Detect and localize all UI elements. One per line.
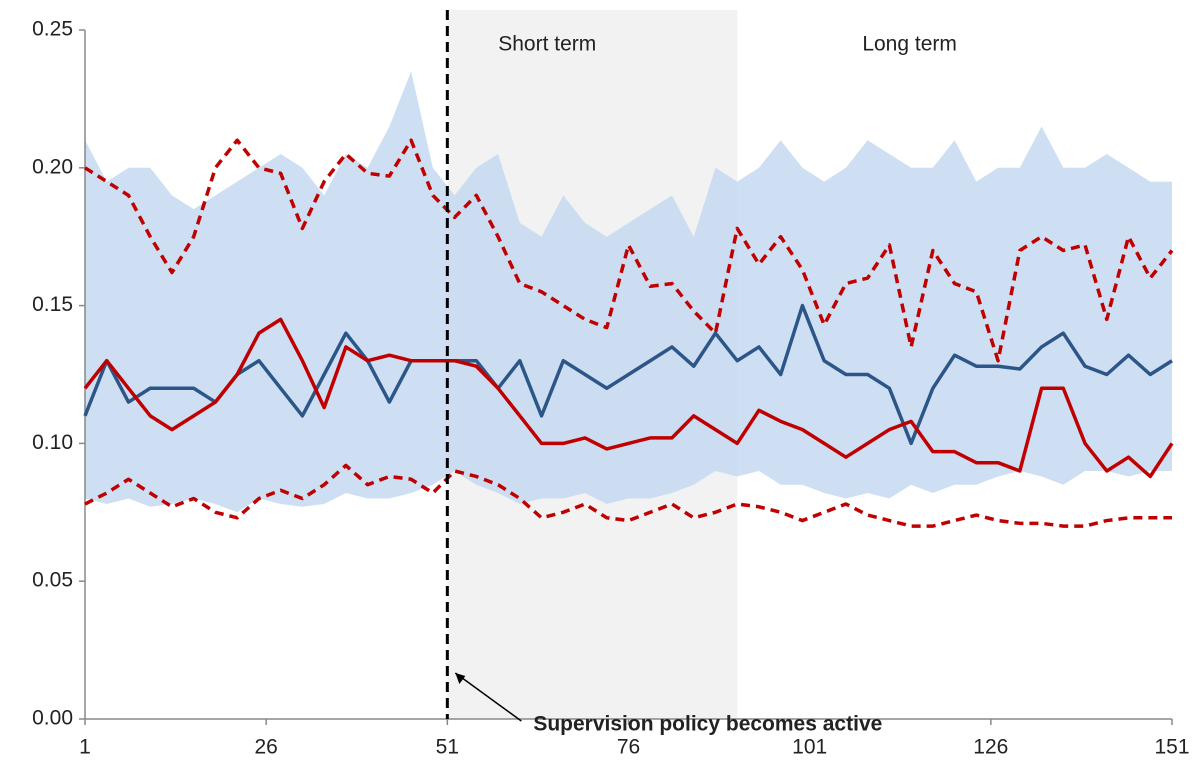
x-tick-label: 151 — [1154, 736, 1189, 759]
y-tick-label: 0.20 — [32, 155, 73, 178]
y-tick-label: 0.05 — [32, 569, 73, 592]
x-tick-label: 51 — [436, 736, 459, 759]
line — [83, 303, 1173, 446]
y-tick-label: 0.15 — [32, 293, 73, 316]
band-area — [85, 71, 1172, 513]
y-tick-label: 0.25 — [32, 18, 73, 41]
annotation-arrow — [454, 672, 522, 722]
x-tick-label: 1 — [79, 736, 91, 759]
annotation: Supervision policy becomes active — [533, 713, 882, 736]
line — [83, 317, 1174, 479]
x-tick-label: 126 — [973, 736, 1008, 759]
x-tick-label: 76 — [617, 736, 640, 759]
region-label: Long term — [862, 33, 957, 56]
region-label: Short term — [498, 33, 596, 56]
arrow-head — [455, 673, 466, 684]
y-tick-label: 0.10 — [32, 431, 73, 454]
y-tick-label: 0.00 — [32, 707, 73, 730]
x-tick-label: 26 — [254, 736, 277, 759]
dashed-line — [84, 138, 1174, 363]
x-tick-label: 101 — [792, 736, 827, 759]
dashed-line — [84, 463, 1172, 528]
